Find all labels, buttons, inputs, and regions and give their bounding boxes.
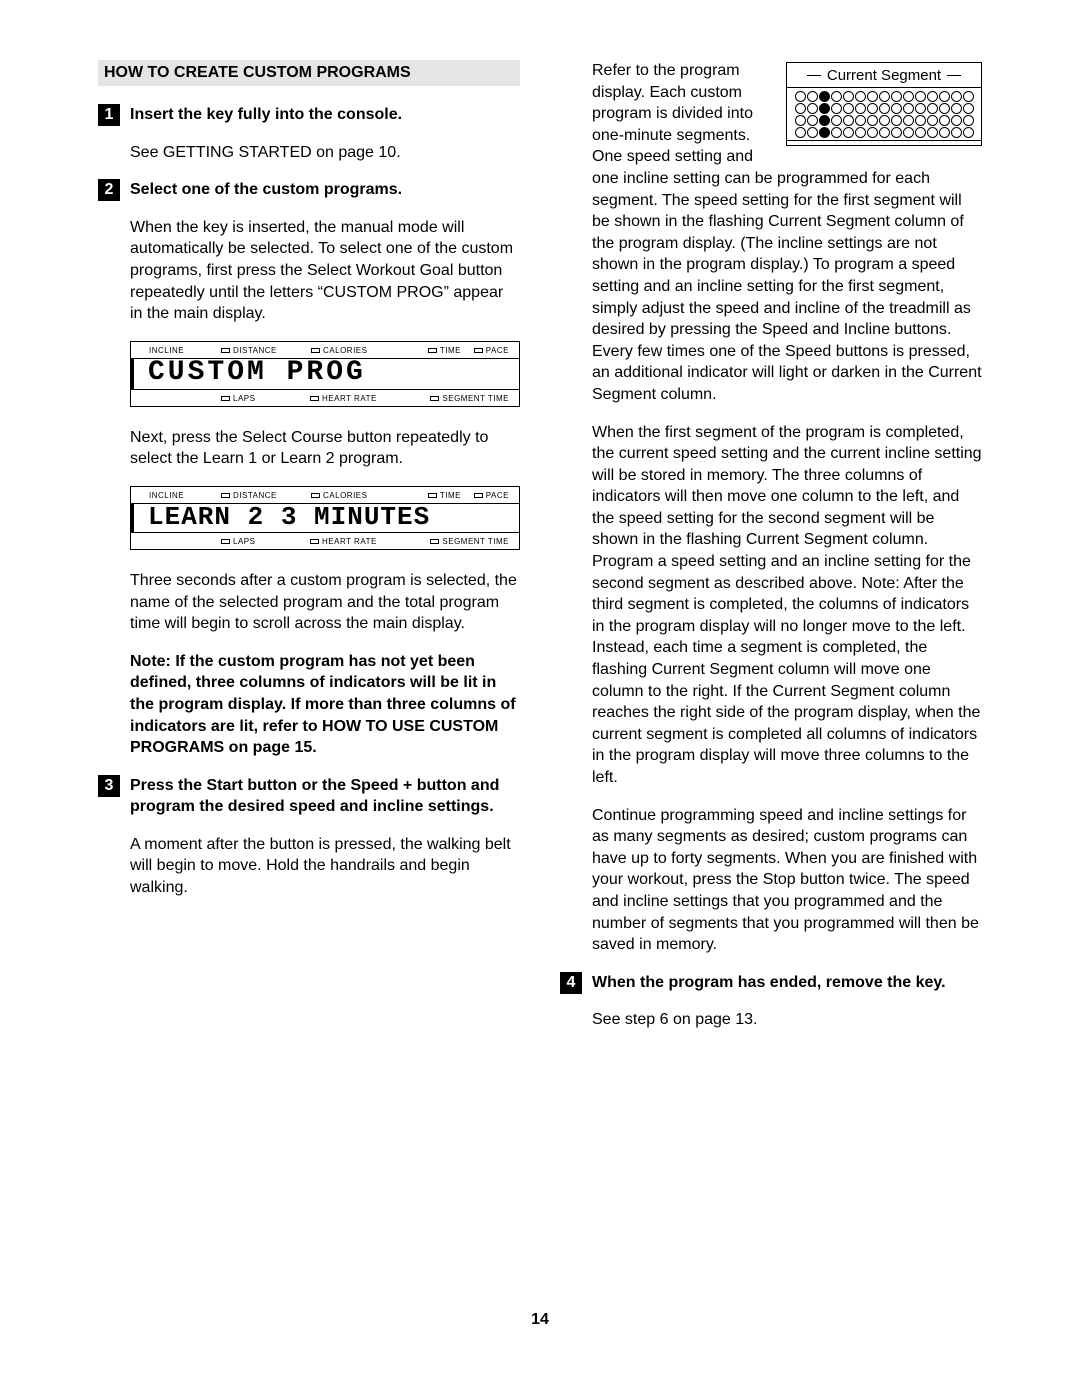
right-column: Current Segment Refer to the program dis…: [560, 60, 982, 1047]
step-2-p1: When the key is inserted, the manual mod…: [98, 217, 520, 325]
step-1: 1 Insert the key fully into the console.: [98, 104, 520, 126]
section-heading: HOW TO CREATE CUSTOM PROGRAMS: [98, 60, 520, 86]
lcd-text-1: CUSTOM PROG: [130, 359, 519, 389]
current-segment-title: Current Segment: [787, 67, 981, 87]
step-2: 2 Select one of the custom programs.: [98, 179, 520, 201]
lcd-bottom-labels: LAPS HEART RATE SEGMENT TIME: [131, 390, 519, 406]
step-number-box: 3: [98, 775, 120, 797]
step-2-p3: Three seconds after a custom program is …: [98, 570, 520, 635]
right-p2: When the first segment of the program is…: [560, 422, 982, 789]
left-column: HOW TO CREATE CUSTOM PROGRAMS 1 Insert t…: [98, 60, 520, 1047]
right-p3: Continue programming speed and incline s…: [560, 805, 982, 956]
step-3: 3 Press the Start button or the Speed + …: [98, 775, 520, 818]
step-2-p2: Next, press the Select Course button rep…: [98, 427, 520, 470]
lcd-text-2: LEARN 2 3 MINUTES: [130, 504, 519, 532]
step-4-title: When the program has ended, remove the k…: [592, 972, 982, 994]
step-number-box: 1: [98, 104, 120, 126]
step-1-title: Insert the key fully into the console.: [130, 104, 520, 126]
segment-dot-grid: [787, 87, 981, 141]
step-1-body: See GETTING STARTED on page 10.: [98, 142, 520, 164]
step-2-note: Note: If the custom program has not yet …: [98, 651, 520, 759]
lcd-top-labels: INCLINE DISTANCE CALORIES TIME PACE: [131, 342, 519, 358]
right-p1-wrap: Current Segment Refer to the program dis…: [560, 60, 982, 422]
step-3-p1: A moment after the button is pressed, th…: [98, 834, 520, 899]
lcd-display-2: INCLINE DISTANCE CALORIES TIME PACE LEAR…: [130, 486, 520, 550]
lcd-display-1: INCLINE DISTANCE CALORIES TIME PACE CUST…: [130, 341, 520, 407]
current-segment-figure: Current Segment: [786, 62, 982, 146]
step-2-title: Select one of the custom programs.: [130, 179, 520, 201]
step-3-title: Press the Start button or the Speed + bu…: [130, 775, 520, 818]
step-number-box: 4: [560, 972, 582, 994]
step-4: 4 When the program has ended, remove the…: [560, 972, 982, 994]
step-number-box: 2: [98, 179, 120, 201]
page-number: 14: [0, 1311, 1080, 1329]
step-4-p1: See step 6 on page 13.: [560, 1009, 982, 1031]
